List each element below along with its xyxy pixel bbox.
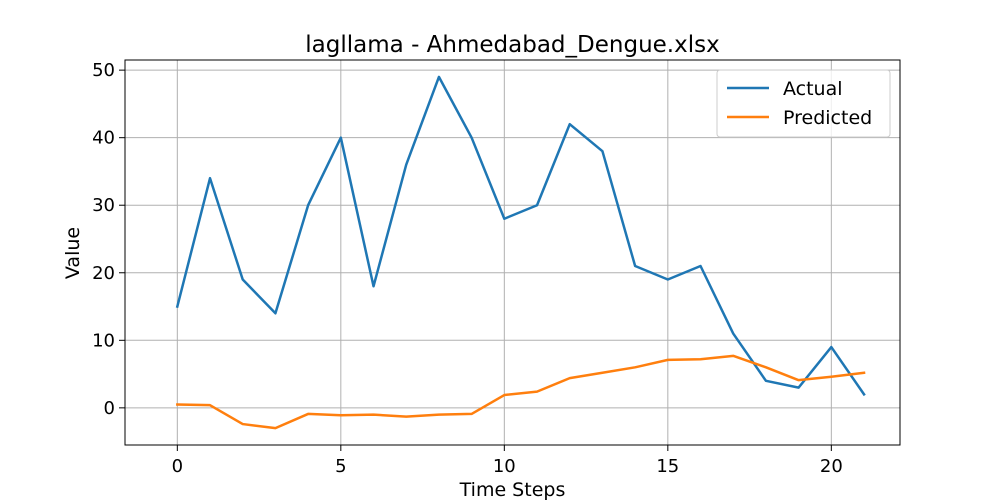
legend: Actual Predicted [716, 69, 891, 138]
x-tick-label: 10 [493, 456, 516, 477]
y-tick-label: 30 [92, 195, 115, 216]
plot-frame [124, 59, 901, 446]
x-tick-label: 5 [335, 456, 346, 477]
y-tick-label: 50 [92, 60, 115, 81]
x-tick-label: 15 [656, 456, 679, 477]
series-lines [175, 75, 866, 430]
y-tick-label: 0 [104, 398, 115, 419]
x-tick-label: 20 [820, 456, 843, 477]
series-line-predicted [176, 354, 866, 430]
legend-label: Actual [783, 78, 843, 100]
legend-label: Predicted [783, 107, 872, 129]
y-tick-label: 40 [92, 128, 115, 149]
x-axis-title: Time Steps [459, 479, 566, 500]
y-tick-label: 10 [92, 330, 115, 351]
x-tick-label: 0 [172, 456, 183, 477]
chart-title: lagllama - Ahmedabad_Dengue.xlsx [305, 32, 719, 58]
axis-ticks: 0 5 10 15 20 0 10 20 30 40 50 [92, 60, 843, 477]
series-line-actual [175, 75, 866, 397]
grid-lines [125, 60, 900, 445]
y-tick-label: 20 [92, 263, 115, 284]
y-axis-title: Value [62, 227, 84, 279]
